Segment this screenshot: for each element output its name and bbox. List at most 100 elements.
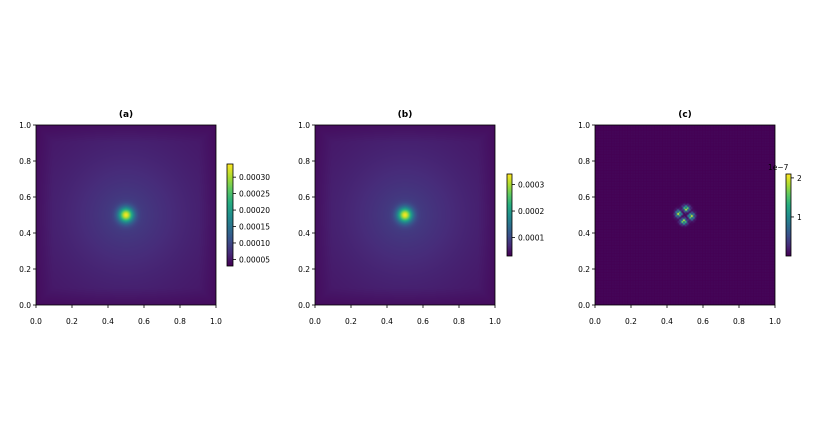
y-tick-b-1: 0.2 <box>298 265 315 274</box>
y-tick-label-c-5: 1.0 <box>578 121 590 130</box>
y-tick-c-4: 0.8 <box>578 157 595 166</box>
x-tick-c-1: 0.2 <box>625 305 637 326</box>
x-tick-label-b-2: 0.4 <box>381 317 393 326</box>
x-tick-b-3: 0.6 <box>417 305 429 326</box>
y-tick-label-b-4: 0.8 <box>298 157 310 166</box>
x-tick-b-0: 0.0 <box>309 305 321 326</box>
y-tick-a-5: 1.0 <box>19 121 36 130</box>
panel-title-c: (c) <box>678 110 692 120</box>
colorbar-tick-label-c-1: 2 <box>797 174 802 183</box>
y-tick-c-1: 0.2 <box>578 265 595 274</box>
x-tick-label-a-5: 1.0 <box>210 317 222 326</box>
y-tick-label-a-4: 0.8 <box>19 157 31 166</box>
x-tick-label-b-4: 0.8 <box>453 317 465 326</box>
x-tick-label-b-0: 0.0 <box>309 317 321 326</box>
x-tick-b-2: 0.4 <box>381 305 393 326</box>
x-tick-c-2: 0.4 <box>661 305 673 326</box>
y-tick-c-5: 1.0 <box>578 121 595 130</box>
colorbar-tick-label-a-3: 0.00020 <box>239 206 270 215</box>
x-tick-c-3: 0.6 <box>697 305 709 326</box>
x-axis-c: 0.0 0.2 0.4 0.6 0.8 1.0 <box>589 305 781 326</box>
x-tick-label-a-3: 0.6 <box>138 317 150 326</box>
colorbar-tick-label-a-1: 0.00010 <box>239 239 270 248</box>
x-tick-c-5: 1.0 <box>769 305 781 326</box>
x-tick-label-b-1: 0.2 <box>345 317 357 326</box>
x-tick-a-3: 0.6 <box>138 305 150 326</box>
x-tick-label-c-3: 0.6 <box>697 317 709 326</box>
x-tick-a-4: 0.8 <box>174 305 186 326</box>
y-axis-a: 0.0 0.2 0.4 0.6 0.8 1.0 <box>19 121 36 310</box>
heatmap-image-b <box>315 125 495 305</box>
colorbar-ticks-c: 12 <box>791 174 802 222</box>
x-tick-label-c-4: 0.8 <box>733 317 745 326</box>
y-tick-label-a-0: 0.0 <box>19 301 31 310</box>
y-tick-b-5: 1.0 <box>298 121 315 130</box>
y-tick-label-c-3: 0.6 <box>578 193 590 202</box>
x-tick-label-c-2: 0.4 <box>661 317 673 326</box>
colorbar-tick-label-b-0: 0.0001 <box>518 233 544 242</box>
y-tick-a-3: 0.6 <box>19 193 36 202</box>
colorbar-tick-label-b-2: 0.0003 <box>518 181 544 190</box>
x-tick-label-c-1: 0.2 <box>625 317 637 326</box>
x-tick-label-a-4: 0.8 <box>174 317 186 326</box>
panel-title-a: (a) <box>119 110 133 120</box>
y-tick-label-b-1: 0.2 <box>298 265 310 274</box>
y-tick-b-0: 0.0 <box>298 301 315 310</box>
x-tick-label-a-0: 0.0 <box>30 317 42 326</box>
colorbar-gradient-a <box>227 164 233 266</box>
colorbar-frame-c <box>785 173 792 257</box>
y-tick-a-0: 0.0 <box>19 301 36 310</box>
plot-frame-c <box>594 124 776 306</box>
x-tick-a-2: 0.4 <box>102 305 114 326</box>
x-tick-b-4: 0.8 <box>453 305 465 326</box>
panel-b: (b) 0.0 0.2 0.4 0.6 0.8 1.0 0.0 0.2 0.4 … <box>298 110 544 326</box>
heatmap-image-a <box>36 125 216 305</box>
y-tick-label-b-0: 0.0 <box>298 301 310 310</box>
x-axis-a: 0.0 0.2 0.4 0.6 0.8 1.0 <box>30 305 222 326</box>
x-axis-b: 0.0 0.2 0.4 0.6 0.8 1.0 <box>309 305 501 326</box>
y-tick-a-2: 0.4 <box>19 229 36 238</box>
y-tick-a-4: 0.8 <box>19 157 36 166</box>
x-tick-a-5: 1.0 <box>210 305 222 326</box>
y-tick-a-1: 0.2 <box>19 265 36 274</box>
colorbar-frame-a <box>226 163 234 267</box>
y-tick-label-a-1: 0.2 <box>19 265 31 274</box>
x-tick-label-b-5: 1.0 <box>489 317 501 326</box>
x-tick-b-1: 0.2 <box>345 305 357 326</box>
plot-frame-a <box>35 124 217 306</box>
colorbar-c: 1e−7 12 <box>768 163 802 257</box>
x-tick-b-5: 1.0 <box>489 305 501 326</box>
y-tick-c-2: 0.4 <box>578 229 595 238</box>
y-tick-label-c-2: 0.4 <box>578 229 590 238</box>
panel-a: (a) 0.0 0.2 0.4 0.6 0.8 1.0 0.0 0.2 0.4 … <box>19 110 270 326</box>
y-axis-c: 0.0 0.2 0.4 0.6 0.8 1.0 <box>578 121 595 310</box>
y-tick-label-c-0: 0.0 <box>578 301 590 310</box>
colorbar-tick-label-a-5: 0.00030 <box>239 173 270 182</box>
panel-c: (c) 0.0 0.2 0.4 0.6 0.8 1.0 0.0 0.2 0.4 … <box>578 110 802 326</box>
colorbar-tick-label-a-2: 0.00015 <box>239 223 270 232</box>
x-tick-label-c-5: 1.0 <box>769 317 781 326</box>
x-tick-c-4: 0.8 <box>733 305 745 326</box>
y-tick-b-4: 0.8 <box>298 157 315 166</box>
colorbar-offset-text-c: 1e−7 <box>768 163 789 172</box>
colorbar-tick-label-a-4: 0.00025 <box>239 190 270 199</box>
x-tick-label-c-0: 0.0 <box>589 317 601 326</box>
y-tick-label-c-4: 0.8 <box>578 157 590 166</box>
colorbar-tick-label-a-0: 0.00005 <box>239 255 270 264</box>
y-tick-b-3: 0.6 <box>298 193 315 202</box>
y-tick-label-a-5: 1.0 <box>19 121 31 130</box>
y-tick-b-2: 0.4 <box>298 229 315 238</box>
x-tick-label-a-2: 0.4 <box>102 317 114 326</box>
x-tick-label-a-1: 0.2 <box>66 317 78 326</box>
y-axis-b: 0.0 0.2 0.4 0.6 0.8 1.0 <box>298 121 315 310</box>
colorbar-ticks-a: 0.00005 0.00010 0.00015 0.00020 0.00025 0.000… <box>233 173 270 264</box>
colorbar-ticks-b: 0.0001 0.0002 0.0003 <box>512 181 544 242</box>
colorbar-frame-b <box>506 173 513 257</box>
y-tick-label-a-3: 0.6 <box>19 193 31 202</box>
colorbar-gradient-c <box>786 174 791 256</box>
y-tick-c-3: 0.6 <box>578 193 595 202</box>
y-tick-label-b-2: 0.4 <box>298 229 310 238</box>
y-tick-label-b-5: 1.0 <box>298 121 310 130</box>
y-tick-label-a-2: 0.4 <box>19 229 31 238</box>
x-tick-c-0: 0.0 <box>589 305 601 326</box>
